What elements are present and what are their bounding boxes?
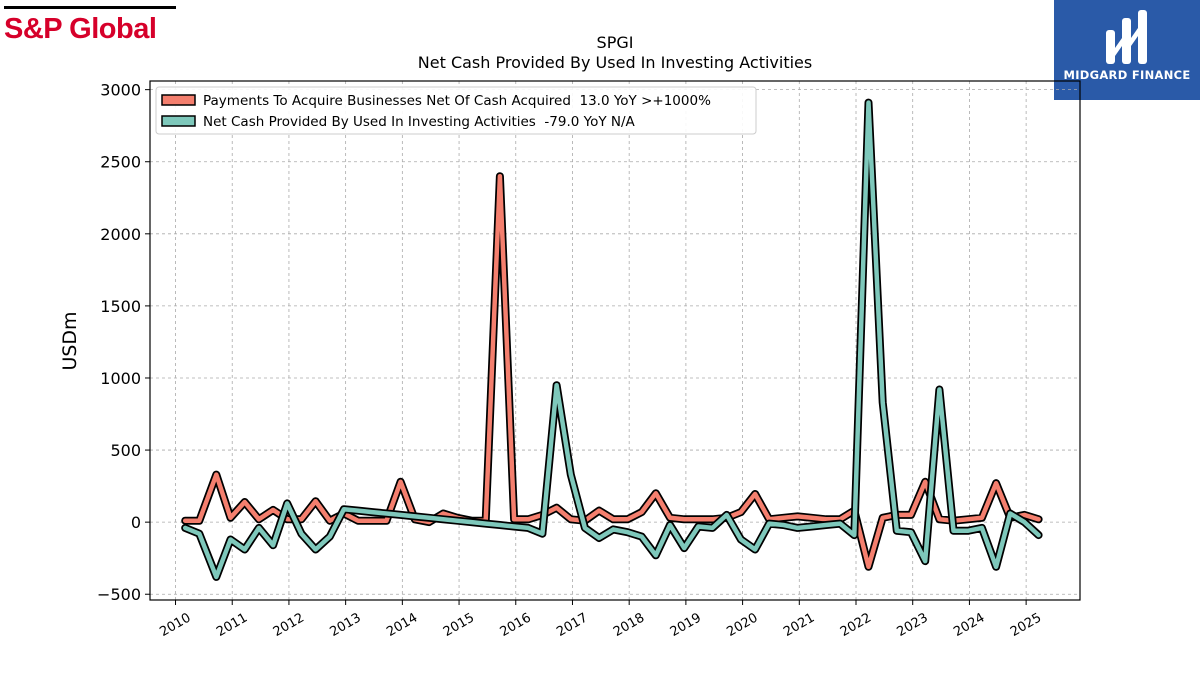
midgard-finance-logo-text: MIDGARD FINANCE (1063, 68, 1191, 82)
y-tick-label: 2500 (100, 153, 141, 172)
legend-entry-label: Payments To Acquire Businesses Net Of Ca… (203, 93, 711, 109)
series-2-line (182, 100, 1041, 580)
midgard-finance-logo: MIDGARD FINANCE (1054, 0, 1200, 100)
legend-swatch (161, 94, 196, 106)
midgard-monogram-icon (1106, 10, 1147, 64)
sp-global-logo: S&P Global (4, 6, 176, 46)
y-axis-label: USDm (59, 311, 81, 370)
x-tick-label: 2019 (668, 610, 704, 640)
y-tick-label: 2000 (100, 225, 141, 244)
x-tick-label: 2022 (838, 610, 874, 640)
y-tick-label: −500 (97, 585, 141, 604)
x-tick-label: 2020 (724, 610, 760, 640)
legend-swatch (161, 115, 196, 127)
x-tick-label: 2024 (951, 610, 987, 640)
x-tick-label: 2012 (271, 610, 307, 640)
series-1-outline (181, 172, 1043, 571)
y-tick-label: 1500 (100, 297, 141, 316)
series-lines (181, 98, 1043, 581)
x-tick-label: 2017 (554, 610, 590, 640)
x-tick-label: 2013 (327, 610, 363, 640)
x-tick-label: 2016 (498, 610, 534, 640)
x-tick-label: 2015 (441, 610, 477, 640)
legend-entry-label: Net Cash Provided By Used In Investing A… (203, 114, 636, 130)
y-tick-label: 1000 (100, 369, 141, 388)
x-tick-label: 2014 (384, 610, 420, 640)
x-tick-label: 2011 (214, 610, 250, 640)
y-axis-ticks: −500 0 500 1000 1500 2000 2500 3000 (97, 81, 150, 604)
plot-frame (149, 80, 1081, 601)
x-tick-label: 2023 (895, 610, 931, 640)
x-tick-label: 2021 (781, 610, 817, 640)
y-tick-label: 0 (131, 513, 141, 532)
x-tick-label: 2018 (611, 610, 647, 640)
legend-box (155, 86, 757, 135)
legend: Payments To Acquire Businesses Net Of Ca… (155, 86, 757, 135)
y-tick-label: 500 (110, 441, 141, 460)
sp-global-logo-text: S&P Global (4, 13, 157, 45)
x-tick-label: 2025 (1008, 610, 1044, 640)
grid (150, 81, 1080, 600)
logo-bar (4, 6, 176, 9)
chart-subtitle: Net Cash Provided By Used In Investing A… (418, 53, 812, 72)
x-axis-ticks: 2010 2011 2012 2013 2014 2015 2016 2017 2018 2019… (157, 600, 1044, 640)
y-tick-label: 3000 (100, 81, 141, 100)
chart-title: SPGI (597, 33, 634, 52)
x-tick-label: 2010 (157, 610, 193, 640)
